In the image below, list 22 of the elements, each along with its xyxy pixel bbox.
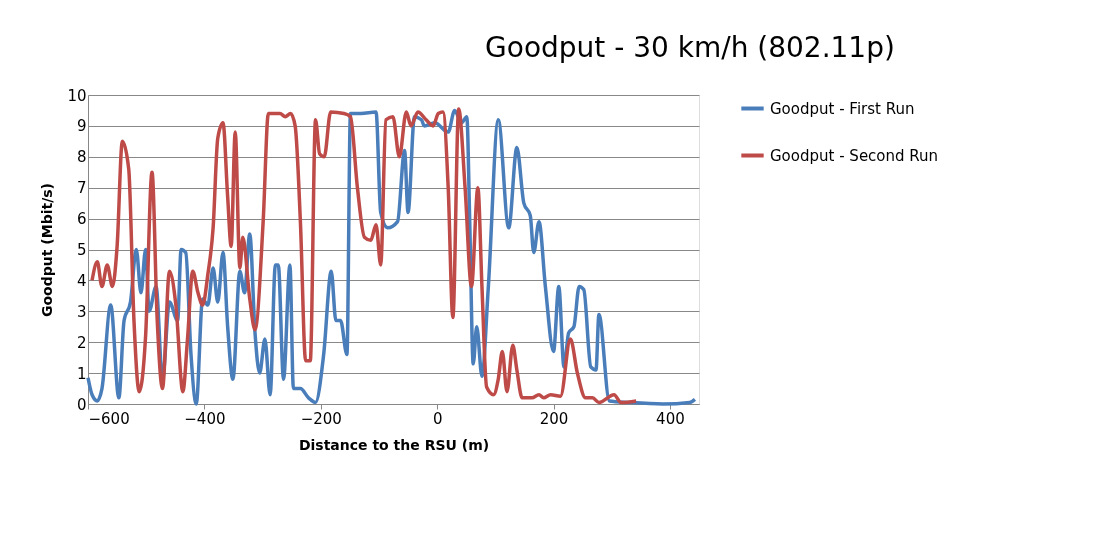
- legend-label: Goodput - Second Run: [770, 146, 939, 165]
- x-tick-label: −600: [88, 409, 130, 428]
- y-tick-label: 8: [76, 148, 87, 167]
- x-axis-title: Distance to the RSU (m): [298, 436, 490, 453]
- y-tick-label: 5: [76, 241, 87, 259]
- chart-title: Goodput - 30 km/h (802.11p): [485, 31, 895, 64]
- x-tick-label: −200: [300, 409, 342, 428]
- y-tick-label: 9: [76, 117, 87, 136]
- x-tick-label: 200: [539, 409, 569, 428]
- x-tick-label: 0: [432, 409, 443, 428]
- legend-label: Goodput - First Run: [770, 99, 915, 118]
- y-tick-label: 0: [76, 395, 87, 414]
- y-tick-label: 6: [76, 210, 87, 229]
- x-tick-label: −400: [184, 409, 226, 428]
- y-tick-label: 4: [76, 271, 87, 290]
- y-tick-label: 3: [76, 302, 87, 321]
- y-tick-label: 10: [67, 86, 87, 105]
- y-tick-label: 7: [76, 179, 87, 198]
- y-tick-label: 1: [76, 364, 87, 383]
- y-tick-label: 2: [76, 333, 87, 352]
- x-tick-label: 400: [656, 409, 685, 428]
- y-axis-title: Goodput (Mbit/s): [39, 183, 56, 317]
